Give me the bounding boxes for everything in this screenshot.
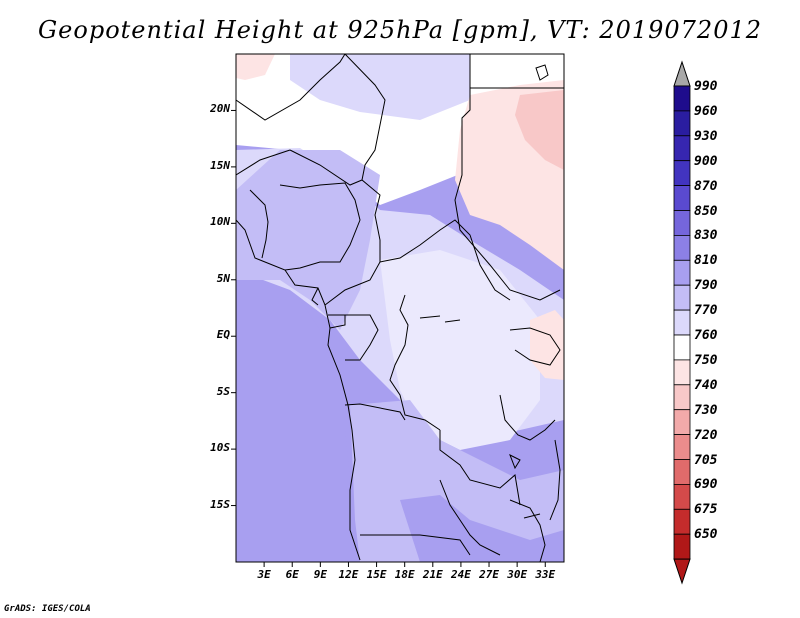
colorbar-level-label: 830: [694, 228, 718, 244]
colorbar-lower-arrow: [673, 558, 691, 585]
lon-label: 9E: [313, 568, 327, 581]
colorbar-level-label: 810: [694, 253, 718, 269]
colorbar: [673, 60, 691, 585]
colorbar-level-label: 760: [694, 328, 718, 343]
colorbar-upper-arrow: [673, 60, 691, 87]
colorbar-level-label: 900: [694, 153, 718, 169]
lat-label: 20N: [210, 102, 230, 116]
colorbar-segment: [673, 384, 691, 411]
lon-label: 33E: [535, 568, 556, 581]
lon-label: 18E: [394, 568, 415, 581]
colorbar-segment: [673, 210, 691, 236]
colorbar-level-label: 990: [694, 79, 718, 94]
lon-label: 6E: [285, 568, 299, 581]
colorbar-level-label: 705: [694, 452, 718, 468]
geopotential-field: [236, 54, 564, 562]
colorbar-segment: [673, 533, 691, 560]
colorbar-segment: [673, 409, 691, 436]
field-nw-pink: [236, 54, 275, 80]
colorbar-segment: [673, 160, 691, 186]
colorbar-segment: [673, 234, 691, 261]
field-north: [290, 54, 470, 120]
colorbar-level-label: 870: [694, 178, 718, 194]
lon-label: 30E: [507, 568, 528, 581]
lon-label: 21E: [422, 568, 443, 581]
lon-label: 3E: [257, 568, 271, 581]
lat-label: 10N: [210, 215, 230, 229]
colorbar-level-label: 650: [694, 527, 718, 543]
colorbar-level-label: 850: [694, 203, 718, 219]
colorbar-segment: [673, 483, 691, 510]
colorbar-level-label: 790: [694, 278, 718, 294]
field-south: [350, 400, 564, 562]
lat-label: 5S: [216, 384, 230, 398]
lat-label: 5N: [216, 271, 230, 285]
colorbar-level-label: 690: [694, 477, 718, 493]
colorbar-level-label: 750: [694, 352, 718, 368]
colorbar-level-label: 720: [694, 427, 718, 443]
colorbar-segment: [673, 334, 691, 361]
colorbar-segment: [673, 434, 691, 460]
colorbar-level-label: 675: [694, 502, 718, 518]
colorbar-segment: [673, 185, 691, 211]
colorbar-segment: [673, 85, 691, 112]
colorbar-level-label: 770: [694, 303, 718, 319]
country-borders: [236, 54, 564, 562]
field-south-band: [400, 495, 564, 562]
colorbar-segment: [673, 359, 691, 386]
colorbar-segment: [673, 309, 691, 336]
colorbar-level-label: 930: [694, 128, 718, 144]
lat-label: 15N: [210, 158, 230, 172]
grads-credit: GrADS: IGES/COLA: [4, 604, 91, 614]
colorbar-level-label: 960: [694, 103, 718, 119]
lat-label: 10S: [210, 441, 230, 455]
field-congo: [380, 250, 540, 450]
lon-label: 15E: [366, 568, 387, 581]
colorbar-segment: [673, 110, 691, 137]
lat-label: EQ: [216, 328, 230, 342]
axis-ticks: [231, 109, 546, 567]
colorbar-segment: [673, 284, 691, 311]
colorbar-segment: [673, 508, 691, 535]
colorbar-level-label: 740: [694, 377, 718, 393]
colorbar-segment: [673, 259, 691, 286]
colorbar-segment: [673, 135, 691, 162]
lon-label: 24E: [450, 568, 471, 581]
field-nigeria: [236, 150, 380, 330]
lon-label: 12E: [338, 568, 359, 581]
field-atlantic: [236, 282, 360, 562]
lon-label: 27E: [479, 568, 499, 581]
colorbar-segment: [673, 459, 691, 485]
colorbar-level-label: 730: [694, 402, 718, 418]
map-frame: [235, 53, 565, 563]
field-ethiopia-lower: [515, 90, 564, 170]
chart-title: Geopotential Height at 925hPa [gpm], VT:…: [38, 16, 762, 44]
lat-label: 15S: [210, 497, 230, 511]
